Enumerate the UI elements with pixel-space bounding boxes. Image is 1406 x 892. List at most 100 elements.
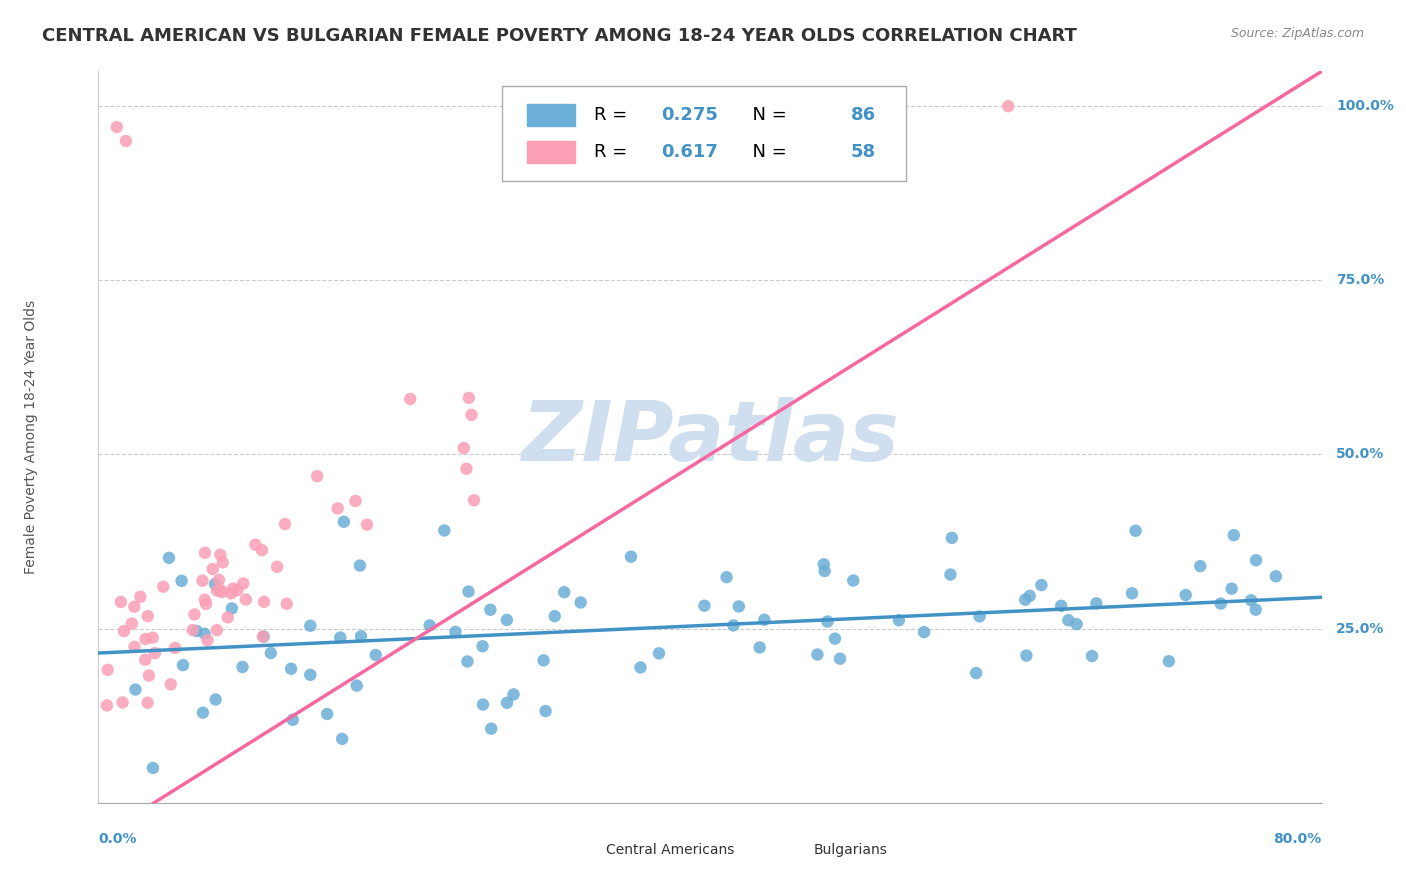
Point <box>204 692 226 706</box>
Text: 0.617: 0.617 <box>661 143 718 161</box>
Text: R =: R = <box>593 106 633 124</box>
Point <box>253 630 276 644</box>
Point <box>307 469 329 483</box>
Point <box>181 623 204 637</box>
Point <box>1209 597 1232 611</box>
Bar <box>551 841 593 860</box>
Point <box>1125 524 1147 538</box>
Point <box>1157 654 1180 668</box>
Point <box>194 626 217 640</box>
Point <box>111 695 134 709</box>
Point <box>817 615 839 629</box>
Point <box>121 616 143 631</box>
Point <box>828 651 851 665</box>
Point <box>939 567 962 582</box>
Point <box>276 597 298 611</box>
Point <box>136 609 159 624</box>
Point <box>191 574 214 588</box>
Point <box>138 668 160 682</box>
Point <box>814 564 837 578</box>
Point <box>1015 648 1038 663</box>
Point <box>299 619 322 633</box>
Point <box>350 629 373 643</box>
Point <box>457 391 479 405</box>
Point <box>1057 613 1080 627</box>
Point <box>419 618 441 632</box>
Text: R =: R = <box>593 143 633 161</box>
Point <box>204 577 226 591</box>
Point <box>329 631 352 645</box>
Point <box>1031 578 1053 592</box>
Point <box>266 559 288 574</box>
Point <box>463 493 485 508</box>
Point <box>727 599 749 614</box>
Point <box>245 538 267 552</box>
Point <box>96 698 118 713</box>
Text: 0.0%: 0.0% <box>98 832 136 846</box>
Point <box>1014 592 1036 607</box>
Text: 58: 58 <box>851 143 876 161</box>
Text: 75.0%: 75.0% <box>1336 273 1385 287</box>
Point <box>222 582 245 596</box>
Point <box>544 609 567 624</box>
Text: N =: N = <box>741 143 792 161</box>
Point <box>211 585 233 599</box>
Point <box>1085 596 1108 610</box>
Text: Bulgarians: Bulgarians <box>814 843 887 857</box>
Point <box>142 631 165 645</box>
Point <box>165 640 187 655</box>
Point <box>453 441 475 455</box>
Point <box>152 580 174 594</box>
Point <box>1189 559 1212 574</box>
Point <box>170 574 193 588</box>
Point <box>460 408 482 422</box>
Point <box>1240 593 1263 607</box>
Point <box>209 548 232 562</box>
Point <box>280 662 302 676</box>
Point <box>134 632 156 646</box>
Text: N =: N = <box>741 106 792 124</box>
Point <box>1264 569 1286 583</box>
Point <box>299 668 322 682</box>
Point <box>124 599 146 614</box>
Point <box>456 655 478 669</box>
Point <box>842 574 865 588</box>
Point <box>472 698 495 712</box>
Text: Central Americans: Central Americans <box>606 843 734 857</box>
Text: CENTRAL AMERICAN VS BULGARIAN FEMALE POVERTY AMONG 18-24 YEAR OLDS CORRELATION C: CENTRAL AMERICAN VS BULGARIAN FEMALE POV… <box>42 27 1077 45</box>
Point <box>813 558 835 572</box>
Point <box>183 607 205 622</box>
Point <box>316 706 339 721</box>
Point <box>1220 582 1243 596</box>
Point <box>97 663 120 677</box>
Point <box>444 624 467 639</box>
Point <box>143 646 166 660</box>
Point <box>496 613 519 627</box>
Point <box>231 660 253 674</box>
Text: 0.275: 0.275 <box>661 106 718 124</box>
Point <box>346 679 368 693</box>
Point <box>326 501 349 516</box>
Point <box>502 688 524 702</box>
Point <box>754 613 776 627</box>
Point <box>205 583 228 598</box>
Text: Female Poverty Among 18-24 Year Olds: Female Poverty Among 18-24 Year Olds <box>24 300 38 574</box>
Point <box>433 524 456 538</box>
Point <box>250 543 273 558</box>
Point <box>456 462 478 476</box>
Point <box>824 632 846 646</box>
Point <box>533 653 555 667</box>
Point <box>344 494 367 508</box>
Point <box>364 648 387 662</box>
Point <box>208 573 231 587</box>
Point <box>630 660 652 674</box>
Point <box>232 576 254 591</box>
Point <box>1066 617 1088 632</box>
Point <box>194 592 217 607</box>
Point <box>471 639 494 653</box>
Text: Source: ZipAtlas.com: Source: ZipAtlas.com <box>1230 27 1364 40</box>
Point <box>136 696 159 710</box>
Bar <box>527 104 575 127</box>
Point <box>716 570 738 584</box>
Text: 100.0%: 100.0% <box>1336 99 1395 113</box>
